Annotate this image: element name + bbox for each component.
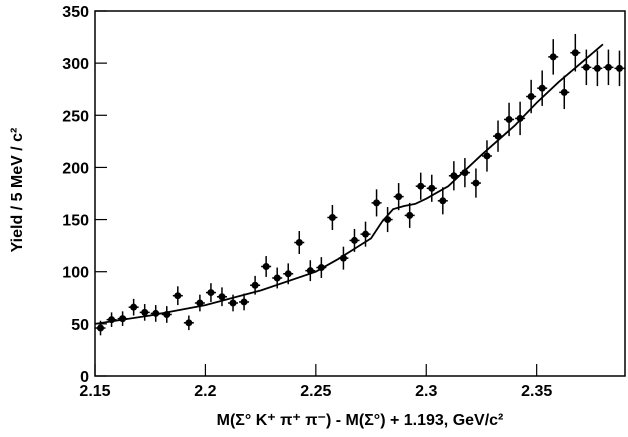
data-point xyxy=(538,84,546,92)
data-point xyxy=(141,308,149,316)
data-point xyxy=(483,152,491,160)
data-point xyxy=(295,239,303,247)
data-point xyxy=(262,263,270,270)
data-point xyxy=(582,63,590,71)
plot-frame xyxy=(94,10,626,377)
data-point xyxy=(196,299,204,307)
x-axis-label: M(Σ° K⁺ π⁺ π⁻) - M(Σ°) + 1.193, GeV/c² xyxy=(217,412,504,429)
data-point xyxy=(218,293,226,301)
x-tick-label: 2.25 xyxy=(300,383,331,400)
data-point xyxy=(417,182,425,190)
data-point xyxy=(395,193,403,201)
data-point xyxy=(185,319,193,327)
x-tick-label: 2.3 xyxy=(415,383,437,400)
y-tick-label: 200 xyxy=(62,160,89,177)
y-tick-label: 100 xyxy=(62,265,89,282)
data-point xyxy=(362,230,370,238)
data-point xyxy=(461,169,469,177)
y-tick-label: 300 xyxy=(62,56,89,73)
data-point xyxy=(549,53,557,61)
data-point xyxy=(97,324,105,332)
data-point xyxy=(174,292,182,300)
data-point xyxy=(560,88,568,96)
data-point xyxy=(516,114,524,122)
data-point xyxy=(406,211,414,219)
data-point xyxy=(373,199,381,207)
y-tick-label: 250 xyxy=(62,108,89,125)
y-tick-label: 0 xyxy=(80,369,89,386)
data-point xyxy=(328,213,336,221)
data-point xyxy=(284,270,292,278)
y-axis-label: Yield / 5 MeV / c² xyxy=(9,128,26,253)
data-point xyxy=(251,281,259,289)
data-point xyxy=(593,64,601,72)
data-point xyxy=(571,49,579,57)
y-tick-label: 150 xyxy=(62,213,89,230)
data-point xyxy=(130,303,138,311)
data-point xyxy=(472,179,480,187)
data-point xyxy=(229,299,237,307)
data-point xyxy=(428,184,436,192)
x-tick-label: 2.15 xyxy=(79,383,110,400)
data-point xyxy=(527,93,535,101)
fit-curve xyxy=(94,43,604,325)
data-point xyxy=(604,63,612,71)
y-tick-label: 50 xyxy=(71,317,89,334)
data-point xyxy=(450,172,458,180)
data-point xyxy=(439,197,447,205)
x-tick-label: 2.35 xyxy=(521,383,552,400)
data-point xyxy=(207,289,215,297)
data-point xyxy=(240,298,248,306)
data-point xyxy=(505,115,513,123)
data-point xyxy=(350,236,358,244)
data-point xyxy=(615,64,623,72)
y-tick-label: 350 xyxy=(62,4,89,21)
data-point xyxy=(273,274,281,282)
x-tick-label: 2.2 xyxy=(194,383,216,400)
